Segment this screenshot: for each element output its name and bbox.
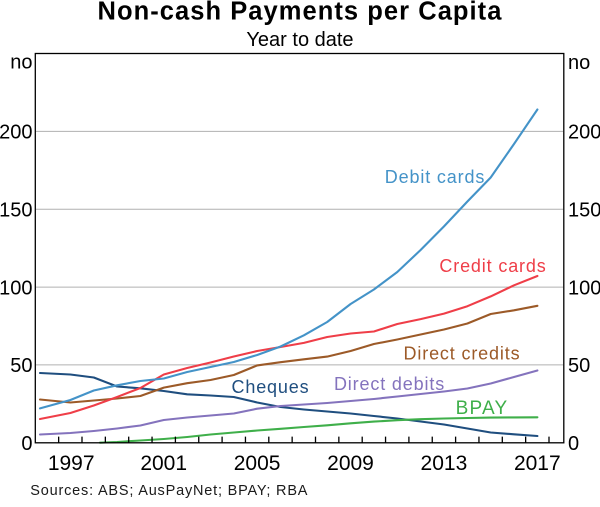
svg-text:1997: 1997 <box>48 452 95 475</box>
svg-text:150: 150 <box>568 200 600 222</box>
svg-text:50: 50 <box>10 355 32 377</box>
svg-text:2005: 2005 <box>234 452 281 475</box>
svg-text:Direct credits: Direct credits <box>404 344 521 364</box>
svg-text:Non-cash Payments per Capita: Non-cash Payments per Capita <box>98 0 503 26</box>
svg-text:50: 50 <box>568 355 590 377</box>
svg-text:Credit cards: Credit cards <box>439 256 546 276</box>
svg-text:no: no <box>10 52 32 74</box>
svg-text:2017: 2017 <box>514 452 561 475</box>
svg-text:100: 100 <box>568 277 600 299</box>
svg-text:2009: 2009 <box>327 452 374 475</box>
svg-text:2001: 2001 <box>140 452 187 475</box>
svg-text:Year to date: Year to date <box>246 29 353 51</box>
svg-text:2013: 2013 <box>421 452 468 475</box>
svg-text:200: 200 <box>568 122 600 144</box>
svg-text:0: 0 <box>568 433 579 455</box>
svg-text:Debit cards: Debit cards <box>385 167 485 187</box>
svg-text:100: 100 <box>0 277 33 299</box>
svg-text:Direct debits: Direct debits <box>334 374 445 394</box>
svg-text:0: 0 <box>21 433 32 455</box>
svg-text:Sources: ABS; AusPayNet; BPAY;: Sources: ABS; AusPayNet; BPAY; RBA <box>30 483 308 499</box>
svg-text:Cheques: Cheques <box>231 377 309 397</box>
svg-text:150: 150 <box>0 200 33 222</box>
svg-text:200: 200 <box>0 122 33 144</box>
svg-text:BPAY: BPAY <box>456 398 509 419</box>
svg-text:no: no <box>568 52 590 74</box>
